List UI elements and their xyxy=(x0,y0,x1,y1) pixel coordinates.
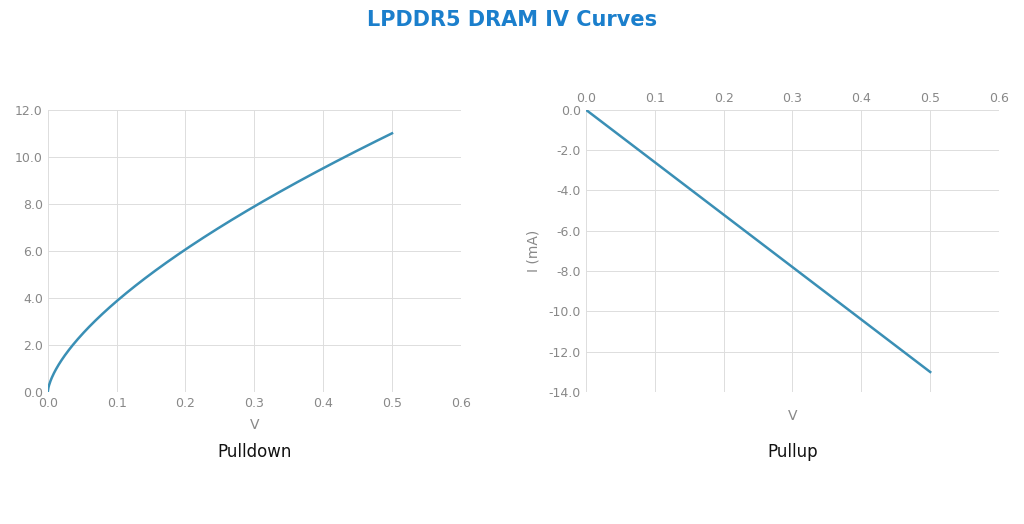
Text: Pulldown: Pulldown xyxy=(217,443,292,461)
Text: LPDDR5 DRAM IV Curves: LPDDR5 DRAM IV Curves xyxy=(367,10,657,30)
X-axis label: V: V xyxy=(250,418,259,432)
Text: V: V xyxy=(787,409,798,423)
Y-axis label: I (mA): I (mA) xyxy=(526,230,541,272)
Text: Pullup: Pullup xyxy=(767,443,818,461)
